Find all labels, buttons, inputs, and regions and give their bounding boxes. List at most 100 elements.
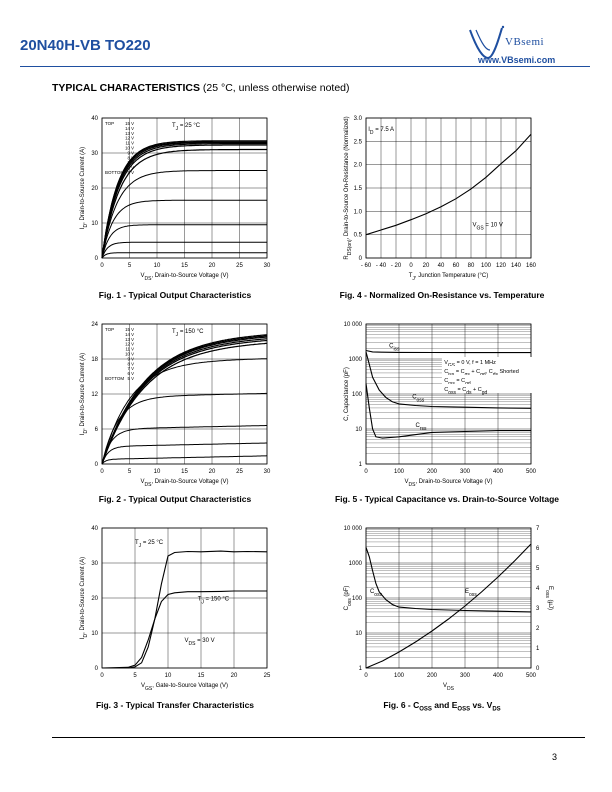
fig5-xtick-label: 0 [364,469,368,475]
fig6-eoss-line [365,543,532,669]
fig1-vgs-label: 6 V [128,165,135,170]
fig3-chart: 0 5 10 15 20 25 0 10 20 30 40 VGS, Gate-to-Source V… [80,526,271,692]
fig3-xtick-label: 15 [198,673,205,679]
fig1-series-line [101,224,267,259]
fig3-series-line [101,590,267,669]
fig5-note-bg [441,375,554,384]
fig4-ytick-label: 3.0 [354,116,363,122]
fig5-note-bg [441,384,554,393]
fig5-ytick-label: 10 000 [344,322,363,328]
fig1-plot-frame [101,117,268,259]
fig1-vgs-label: 14 V [125,126,134,131]
fig6-y2tick-label: 7 [536,526,540,532]
fig2-xtick-label: 25 [236,469,243,475]
fig4-ytick-label: 2.0 [354,163,363,169]
fig1-xtick-label: 10 [154,263,161,269]
fig3-xtick-label: 10 [165,673,172,679]
fig2-ytick-label: 18 [91,357,98,363]
fig5-note-bg [441,366,554,375]
fig2-legend-top: TOP [105,327,114,332]
fig1-series-line [101,199,267,259]
fig4-annotation-id: ID = 7.5 A [368,127,394,136]
fig1-legend-bottom: BOTTOM [105,170,124,175]
fig1-series-line [101,252,267,259]
fig5-label-coss: Coss [412,394,425,403]
fig2-vgs-label: 12 V [125,342,134,347]
fig1-xtick-label: 25 [236,263,243,269]
fig1-ytick-label: 0 [95,256,99,262]
fig6-xtick-label: 400 [493,673,504,679]
fig3-y-axis-label: ID, Drain-to-Source Current (A) [80,557,89,639]
fig6-label-coss: Coss [370,589,383,598]
fig5-plot-frame [365,323,532,465]
fig6-xtick-label: 100 [394,673,405,679]
fig1-ytick-label: 20 [91,186,98,192]
fig6-y2tick-label: 3 [536,606,540,612]
fig2-vgs-label: 15 V [125,327,134,332]
fig5-y-axis-label: C, Capacitance (pF) [344,367,350,421]
fig3-annotation-150c: TJ = 150 °C [198,596,230,605]
fig3-ytick-label: 40 [91,526,98,532]
fig1-vgs-label: 7 V [128,160,135,165]
fig5-label-crss: Crss [416,423,428,432]
fig1-y-axis-label: ID, Drain-to-Source Current (A) [80,147,89,229]
fig1-vgs-label: 8 V [128,155,135,160]
fig1-series-line [101,144,267,259]
fig6-y2tick-label: 1 [536,646,540,652]
fig2-ytick-label: 12 [91,392,98,398]
fig5-series-line [365,349,531,354]
vbsemi-logo [469,25,505,60]
fig2-series-line [101,392,267,465]
fig1-series-line [101,170,267,259]
fig1-x-axis-label: VDS, Drain-to-Source Voltage (V) [140,273,228,282]
fig6-ytick-label: 10 [355,631,362,637]
fig4-xtick-label: 160 [526,263,537,269]
fig6-label-eoss: Eoss [465,589,477,598]
fig4-xtick-label: 100 [481,263,492,269]
fig1-legend-top: TOP [105,121,114,126]
fig1-vgs-label: 11 V [125,141,134,146]
fig3-xtick-label: 20 [231,673,238,679]
fig1-xtick-label: 0 [100,263,104,269]
fig2-series-line [101,358,267,465]
fig6-y2tick-label: 0 [536,666,540,672]
fig1-temp-annotation: TJ = 25 °C [172,123,201,132]
fig4-chart: - 60 - 40 - 20 0 20 40 60 80 100 120 140 160 0 0.5 1.0… [344,116,537,282]
fig6-coss-line [365,547,532,613]
fig4-xtick-label: 80 [468,263,475,269]
fig4-ytick-label: 0.5 [354,233,363,239]
fig3-ytick-label: 10 [91,631,98,637]
fig5-note-bg [441,357,554,366]
fig2-vgs-label: 14 V [125,332,134,337]
fig5-ytick-label: 100 [352,392,363,398]
fig2-vgs-label: 10 V [125,352,134,357]
fig1-xtick-label: 5 [128,263,132,269]
fig1-xtick-label: 15 [181,263,188,269]
fig6-caption: Fig. 6 - COSS and EOSS vs. VDS [383,700,501,713]
fig4-xtick-label: 60 [453,263,460,269]
fig1-ytick-label: 10 [91,221,98,227]
fig4-caption: Fig. 4 - Normalized On-Resistance vs. Te… [339,290,545,300]
fig4-series-line [365,133,532,236]
header-rule [20,66,590,67]
fig5-series-line [365,383,531,439]
fig2-vgs-label: 11 V [125,347,134,352]
fig2-vgs-label: 9 V [128,356,135,361]
fig1-vgs-label: 10 V [125,146,134,151]
fig5-label-ciss: Ciss [389,344,400,353]
section-heading: TYPICAL CHARACTERISTICS (25 °C, unless o… [52,82,350,94]
fig1-vgs-label: 9 V [128,150,135,155]
fig6-y2tick-label: 4 [536,586,540,592]
fig4-annotation-vgs: VGS = 10 V [473,222,503,231]
fig5-chart: 0 100 200 300 400 500 1 10 100 1000 10 000 VDS, Dra… [344,322,554,488]
part-number: 20N40H-VB TO220 [20,37,151,54]
fig2-ytick-label: 0 [95,462,99,468]
fig3-x-axis-label: VGS, Gate-to-Source Voltage (V) [141,683,228,692]
section-condition: (25 °C, unless otherwise noted) [202,82,350,94]
fig2-xtick-label: 5 [128,469,132,475]
fig5-ytick-label: 1000 [349,357,363,363]
fig4-xtick-label: - 40 [376,263,387,269]
fig3-xtick-label: 25 [264,673,271,679]
website-link[interactable]: www.VBsemi.com [478,55,556,65]
fig6-xtick-label: 0 [364,673,368,679]
